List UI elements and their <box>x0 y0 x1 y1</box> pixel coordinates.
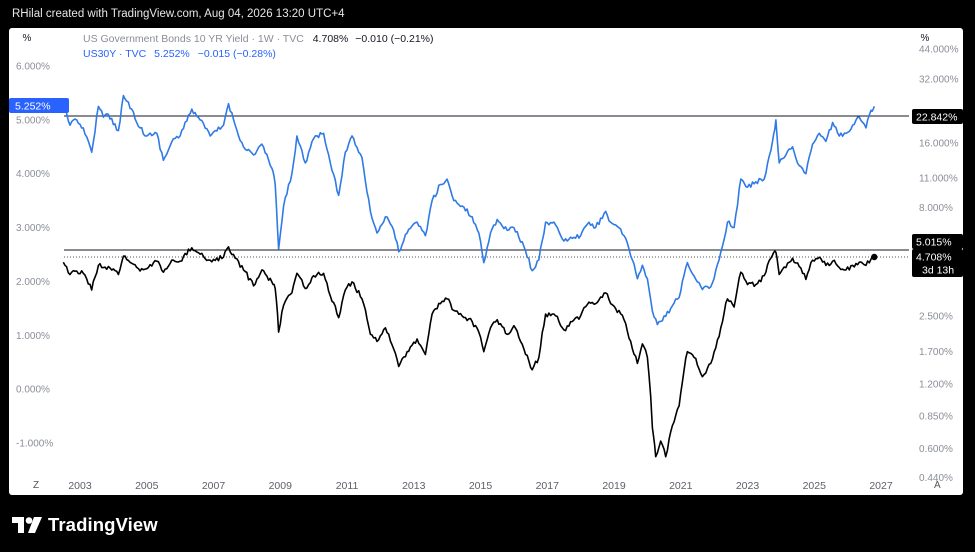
x-tick-label: 2007 <box>202 480 226 492</box>
right-label-countdown: 3d 13h <box>922 265 954 277</box>
x-tick-label: 2003 <box>68 480 92 492</box>
right-unit-label[interactable]: % <box>920 33 930 44</box>
right-label-22842: 22.842% <box>916 112 957 124</box>
right-axis[interactable]: 44.000% 32.000% 16.000% 11.000% 8.000% 2.500%… <box>919 45 959 484</box>
x-tick-label: 2013 <box>402 480 426 492</box>
legend-30y-value: 5.252% <box>154 48 190 60</box>
x-tick-label: 2023 <box>736 480 760 492</box>
legend-30y-change: −0.015 (−0.28%) <box>197 48 276 60</box>
tradingview-logo-icon <box>12 517 42 533</box>
right-label-5015: 5.015% <box>916 237 952 249</box>
left-tick-label: 3.000% <box>16 223 50 234</box>
last-point-10y <box>871 253 878 261</box>
left-tick-label: 1.000% <box>16 331 50 342</box>
legend-10y-title: US Government Bonds 10 YR Yield · 1W · T… <box>83 33 304 45</box>
legend-series-30y[interactable]: US30Y · TVC 5.252% −0.015 (−0.28%) <box>83 47 434 62</box>
tradingview-logo-text: TradingView <box>48 514 158 535</box>
x-tick-label: 2021 <box>669 480 693 492</box>
left-tick-label: -1.000% <box>16 439 53 450</box>
legend-10y-change: −0.010 (−0.21%) <box>355 33 434 45</box>
right-tick-label: 32.000% <box>919 74 959 85</box>
yield-chart[interactable]: 6.000% 5.000% 4.000% 3.000% 2.000% 1.000% 0.00… <box>9 28 963 495</box>
x-tick-label: 2025 <box>803 480 827 492</box>
right-tick-label: 0.600% <box>919 444 953 455</box>
right-tick-label: 1.700% <box>919 347 953 358</box>
x-tick-label: 2009 <box>269 480 293 492</box>
tradingview-logo[interactable]: TradingView <box>12 513 158 537</box>
x-tick-label: 2011 <box>336 480 359 492</box>
right-label-22842-bg <box>912 109 963 124</box>
x-tick-label: 2027 <box>869 480 893 492</box>
right-tick-label: 16.000% <box>919 139 959 150</box>
left-tick-label: 5.000% <box>16 115 50 126</box>
left-current-label-bg <box>9 98 69 113</box>
right-tick-label: 44.000% <box>919 45 959 56</box>
right-tick-label: 2.500% <box>919 311 953 322</box>
right-tick-label: 11.000% <box>919 174 958 185</box>
left-tick-label: 2.000% <box>16 277 50 288</box>
x-tick-label: 2017 <box>536 480 560 492</box>
right-tick-label: 0.850% <box>919 412 953 423</box>
legend-series-10y[interactable]: US Government Bonds 10 YR Yield · 1W · T… <box>83 32 434 47</box>
right-tick-label: 1.200% <box>919 380 953 391</box>
left-current-label: 5.252% <box>15 101 51 113</box>
left-tick-label: 6.000% <box>16 62 50 73</box>
left-tick-label: 0.000% <box>16 385 50 396</box>
chart-legend: US Government Bonds 10 YR Yield · 1W · T… <box>83 32 434 62</box>
left-unit-label[interactable]: % <box>22 33 32 44</box>
right-label-5015-bg <box>912 234 963 249</box>
series-line-30y[interactable] <box>62 94 876 326</box>
attribution-header: RHilal created with TradingView.com, Aug… <box>12 8 345 20</box>
x-tick-label: 2015 <box>469 480 493 492</box>
chart-panel[interactable]: % % US Government Bonds 10 YR Yield · 1W… <box>9 28 963 495</box>
bottom-right-button[interactable]: A <box>934 480 941 491</box>
right-label-4708: 4.708% <box>916 252 952 264</box>
right-label-4708-bg <box>912 249 963 277</box>
bottom-left-button[interactable]: Z <box>33 480 39 491</box>
legend-10y-value: 4.708% <box>312 33 349 45</box>
series-line-10y[interactable] <box>62 246 875 458</box>
legend-30y-title: US30Y · TVC <box>83 48 147 60</box>
x-tick-label: 2005 <box>135 480 159 492</box>
time-axis[interactable]: 2003 2005 2007 2009 2011 2013 2015 2017 2019 2021… <box>68 480 893 492</box>
left-tick-label: 4.000% <box>16 169 50 180</box>
x-tick-label: 2019 <box>602 480 626 492</box>
right-tick-label: 8.000% <box>919 203 953 214</box>
left-axis[interactable]: 6.000% 5.000% 4.000% 3.000% 2.000% 1.000% 0.00… <box>16 62 53 450</box>
right-tick-label: 0.440% <box>919 473 953 484</box>
